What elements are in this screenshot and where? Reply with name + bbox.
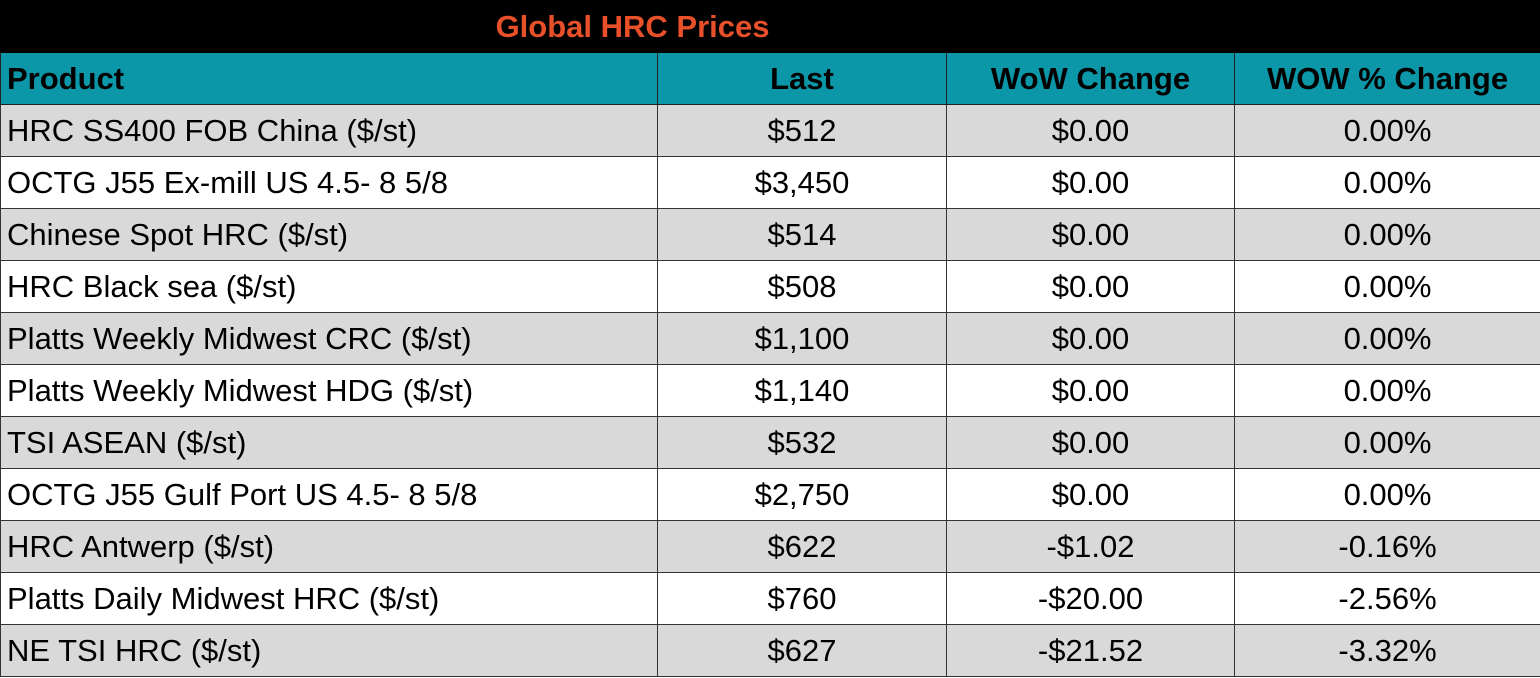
wow-change-cell: $0.00 bbox=[946, 260, 1235, 313]
table-row: OCTG J55 Gulf Port US 4.5- 8 5/8 $2,750 $0… bbox=[0, 468, 1540, 521]
wow-change-cell: $0.00 bbox=[946, 364, 1235, 417]
last-cell: $514 bbox=[657, 208, 947, 261]
wow-change-cell: $0.00 bbox=[946, 468, 1235, 521]
column-header-last: Last bbox=[657, 52, 947, 105]
product-cell: HRC SS400 FOB China ($/st) bbox=[0, 104, 658, 157]
wow-pct-change-cell: 0.00% bbox=[1233, 312, 1540, 365]
wow-change-cell: -$1.02 bbox=[946, 520, 1235, 573]
wow-pct-change-cell: 0.00% bbox=[1233, 156, 1540, 209]
table-title-row: Global HRC Prices bbox=[0, 0, 1540, 53]
table-row: Platts Weekly Midwest CRC ($/st) $1,100 $0… bbox=[0, 312, 1540, 365]
wow-pct-change-cell: 0.00% bbox=[1233, 468, 1540, 521]
wow-pct-change-cell: -0.16% bbox=[1233, 520, 1540, 573]
table-row: HRC Antwerp ($/st) $622 -$1.02 -0.16% bbox=[0, 520, 1540, 573]
last-cell: $532 bbox=[657, 416, 947, 469]
wow-pct-change-cell: 0.00% bbox=[1233, 364, 1540, 417]
table-row: Platts Daily Midwest HRC ($/st) $760 -$20.… bbox=[0, 572, 1540, 625]
last-cell: $760 bbox=[657, 572, 947, 625]
wow-change-cell: -$20.00 bbox=[946, 572, 1235, 625]
wow-change-cell: $0.00 bbox=[946, 156, 1235, 209]
table-row: Platts Weekly Midwest HDG ($/st) $1,140 $0… bbox=[0, 364, 1540, 417]
wow-change-cell: $0.00 bbox=[946, 208, 1235, 261]
table-row: Chinese Spot HRC ($/st) $514 $0.00 0.00% bbox=[0, 208, 1540, 261]
table-title: Global HRC Prices bbox=[495, 8, 770, 44]
table-row: OCTG J55 Ex-mill US 4.5- 8 5/8 $3,450 $0.0… bbox=[0, 156, 1540, 209]
last-cell: $622 bbox=[657, 520, 947, 573]
wow-pct-change-cell: 0.00% bbox=[1233, 416, 1540, 469]
wow-change-cell: -$21.52 bbox=[946, 624, 1235, 677]
wow-pct-change-cell: 0.00% bbox=[1233, 104, 1540, 157]
product-cell: OCTG J55 Ex-mill US 4.5- 8 5/8 bbox=[0, 156, 658, 209]
last-cell: $3,450 bbox=[657, 156, 947, 209]
last-cell: $1,100 bbox=[657, 312, 947, 365]
wow-change-cell: $0.00 bbox=[946, 416, 1235, 469]
wow-pct-change-cell: 0.00% bbox=[1233, 208, 1540, 261]
wow-pct-change-cell: -2.56% bbox=[1233, 572, 1540, 625]
wow-pct-change-cell: 0.00% bbox=[1233, 260, 1540, 313]
last-cell: $627 bbox=[657, 624, 947, 677]
table-row: NE TSI HRC ($/st) $627 -$21.52 -3.32% bbox=[0, 624, 1540, 677]
last-cell: $512 bbox=[657, 104, 947, 157]
last-cell: $1,140 bbox=[657, 364, 947, 417]
last-cell: $2,750 bbox=[657, 468, 947, 521]
column-header-wow-change: WoW Change bbox=[946, 52, 1235, 105]
column-header-row: Product Last WoW Change WOW % Change bbox=[0, 52, 1540, 105]
table-row: HRC Black sea ($/st) $508 $0.00 0.00% bbox=[0, 260, 1540, 313]
product-cell: Chinese Spot HRC ($/st) bbox=[0, 208, 658, 261]
product-cell: Platts Daily Midwest HRC ($/st) bbox=[0, 572, 658, 625]
product-cell: HRC Antwerp ($/st) bbox=[0, 520, 658, 573]
product-cell: NE TSI HRC ($/st) bbox=[0, 624, 658, 677]
table-row: HRC SS400 FOB China ($/st) $512 $0.00 0.00% bbox=[0, 104, 1540, 157]
product-cell: Platts Weekly Midwest CRC ($/st) bbox=[0, 312, 658, 365]
column-header-product: Product bbox=[0, 52, 658, 105]
table-row: TSI ASEAN ($/st) $532 $0.00 0.00% bbox=[0, 416, 1540, 469]
product-cell: HRC Black sea ($/st) bbox=[0, 260, 658, 313]
wow-pct-change-cell: -3.32% bbox=[1233, 624, 1540, 677]
wow-change-cell: $0.00 bbox=[946, 104, 1235, 157]
product-cell: TSI ASEAN ($/st) bbox=[0, 416, 658, 469]
table-title-cell: Global HRC Prices bbox=[0, 0, 1540, 53]
product-cell: Platts Weekly Midwest HDG ($/st) bbox=[0, 364, 658, 417]
last-cell: $508 bbox=[657, 260, 947, 313]
wow-change-cell: $0.00 bbox=[946, 312, 1235, 365]
table-body: HRC SS400 FOB China ($/st) $512 $0.00 0.00%… bbox=[0, 104, 1540, 677]
column-header-wow-pct-change: WOW % Change bbox=[1233, 52, 1540, 105]
product-cell: OCTG J55 Gulf Port US 4.5- 8 5/8 bbox=[0, 468, 658, 521]
